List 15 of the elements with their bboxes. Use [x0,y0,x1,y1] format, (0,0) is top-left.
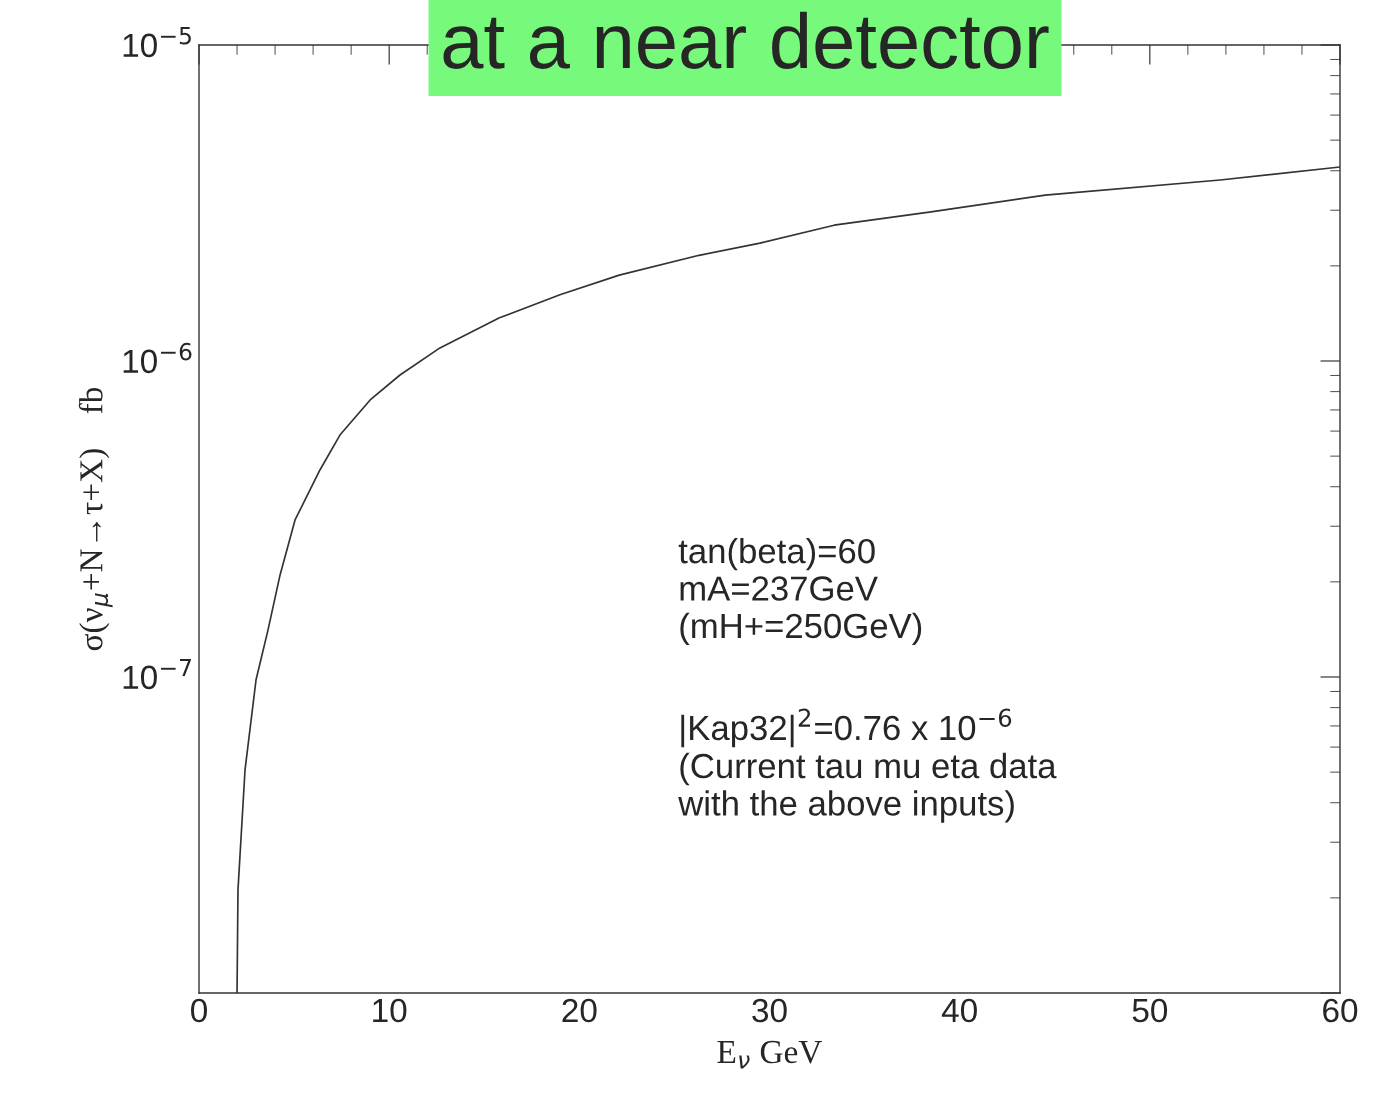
y-axis-title: σ(ν$_{μ}$+N→τ+X) fb [78,387,113,651]
x-tick-label: 10 [373,998,407,1023]
x-tick-label: 30 [752,998,787,1023]
y-tick-label: 10$^{−7}$ [123,659,191,690]
x-tick-label: 60 [1323,998,1358,1023]
x-tick-label: 20 [562,998,597,1023]
x-tick-label: 40 [941,998,977,1023]
x-axis-title: E$_{ν}$ GeV [717,1040,823,1069]
annotation: |Kap32|$^{2}$=0.76 x 10$^{−6}$ (Current tau mu eta data with the above inputs) [678,708,1057,823]
x-tick-label: 50 [1132,998,1168,1023]
annotation: tan(beta)=60 mA=237GeV (mH+=250GeV) [678,537,922,646]
chart-title: at a near detector [443,11,1049,69]
y-tick-label: 10$^{−6}$ [123,342,192,374]
y-tick-label: 10$^{−5}$ [123,27,191,58]
x-tick-label: 0 [191,998,207,1023]
